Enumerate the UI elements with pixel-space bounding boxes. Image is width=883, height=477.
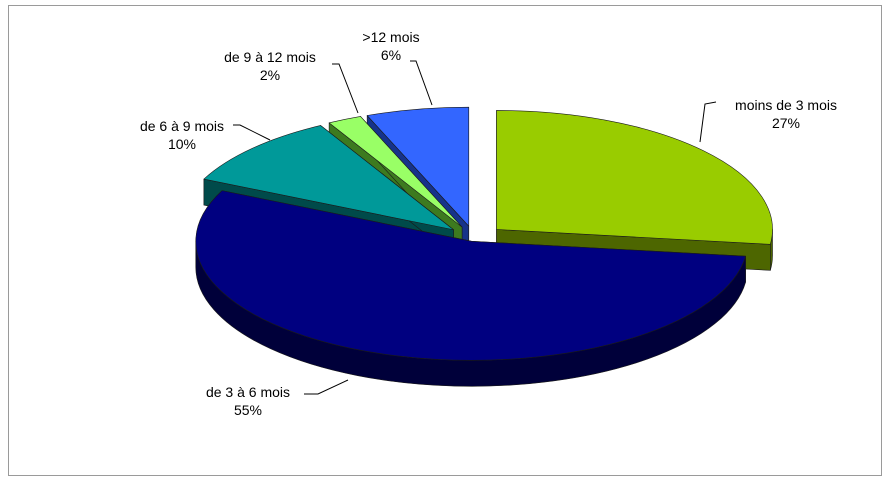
label-value-de-9-a-12-mois: 2% xyxy=(260,67,280,83)
pie-tops xyxy=(195,106,773,361)
label-value-de-6-a-9-mois: 10% xyxy=(168,136,196,152)
label-name-de-9-a-12-mois: de 9 à 12 mois xyxy=(224,49,316,65)
slice-top-de-6-a-9-mois xyxy=(203,125,454,231)
label-value-de-3-a-6-mois: 55% xyxy=(234,402,262,418)
leader-de-9-a-12-mois xyxy=(332,63,359,114)
slice-top-de-3-a-6-mois xyxy=(195,190,746,361)
label-name-de-6-a-9-mois: de 6 à 9 mois xyxy=(140,118,224,134)
leader-de-6-a-9-mois xyxy=(233,124,271,141)
leader-moins-de-3-mois xyxy=(699,101,717,143)
label-name-de-3-a-6-mois: de 3 à 6 mois xyxy=(206,384,290,400)
slice-top-de-9-a-12-mois xyxy=(328,116,463,228)
label-value-moins-de-3-mois: 27% xyxy=(772,115,800,131)
label-value-over-12-mois: 6% xyxy=(381,47,401,63)
leader-de-3-a-6-mois xyxy=(304,379,349,395)
slice-top-over-12-mois xyxy=(366,106,470,227)
label-name-moins-de-3-mois: moins de 3 mois xyxy=(735,97,837,113)
leader-lines xyxy=(233,60,717,395)
slice-top-moins-de-3-mois xyxy=(496,110,773,245)
label-name-over-12-mois: >12 mois xyxy=(362,29,419,45)
leader-over-12-mois xyxy=(410,60,433,106)
